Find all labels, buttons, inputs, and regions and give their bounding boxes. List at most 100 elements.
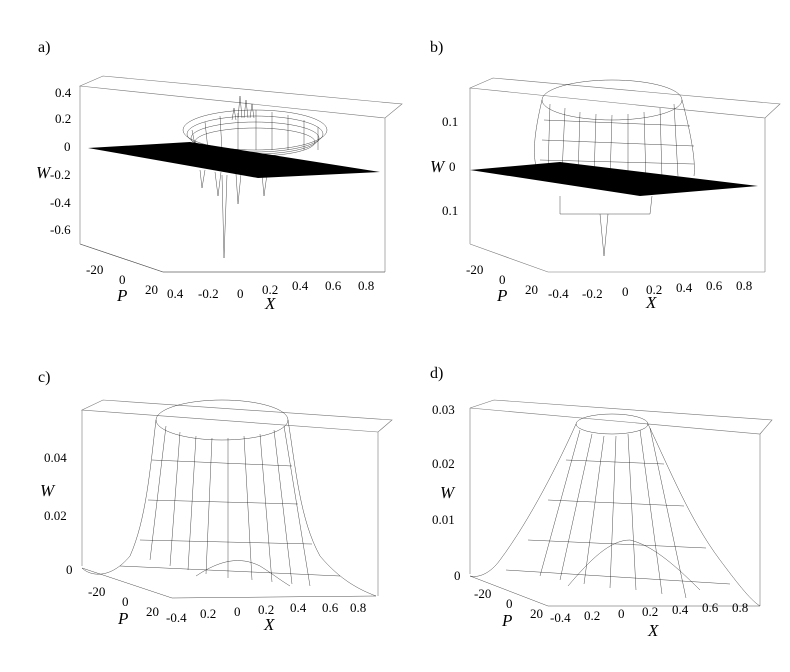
panel-c-zlabel: W [40, 481, 56, 500]
panel-d-box [469, 399, 773, 606]
panel-b: b) W 0.1 0 0.1 -20 0 20 P -0.4 -0.2 0 0.… [430, 39, 781, 312]
panel-d-zticks: 0.03 0.02 0.01 0 [432, 402, 461, 583]
panel-b-surface [534, 79, 695, 257]
panel-a: a) W 0.4 0.2 0 -0.2 -0.4 -0.6 -20 [36, 39, 403, 313]
panel-a-xtick-2: 0 [237, 286, 244, 301]
panel-c-box [80, 399, 393, 596]
panel-d-xtick-2: 0 [618, 606, 625, 621]
panel-b-ptick-0: -20 [466, 262, 483, 277]
panel-c-ptick-2: 20 [146, 604, 159, 619]
panel-a-axes [79, 243, 385, 273]
panel-b-xtick-4: 0.4 [676, 280, 693, 295]
panel-a-ztick-2: 0 [64, 139, 71, 154]
panel-a-xticks: 0.4 -0.2 0 0.2 0.4 0.6 0.8 [167, 278, 374, 301]
panel-a-ylabel: P [116, 286, 127, 305]
panel-c-ztick-2: 0 [66, 562, 73, 577]
panel-d: d) W 0.03 0.02 0.01 0 -20 0 20 P -0.4 0.… [430, 365, 773, 640]
panel-a-ztick-1: 0.2 [55, 111, 71, 126]
panel-a-xtick-4: 0.4 [292, 278, 309, 293]
panel-b-zticks: 0.1 0 0.1 [442, 114, 458, 218]
panel-a-ptick-2: 20 [145, 282, 158, 297]
panel-c-xticks: -0.4 0.2 0 0.2 0.4 0.6 0.8 [166, 600, 366, 625]
panel-d-ylabel: P [501, 611, 512, 630]
panel-a-surface [182, 95, 328, 259]
panel-c-ptick-1: 0 [122, 594, 129, 609]
panel-a-ztick-4: -0.4 [50, 195, 71, 210]
panel-b-xtick-3: 0.2 [646, 282, 662, 297]
panel-b-ptick-1: 0 [499, 272, 506, 287]
panel-b-zlabel: W [430, 157, 446, 176]
panel-b-xticks: -0.4 -0.2 0 0.2 0.4 0.6 0.8 [548, 278, 752, 301]
panel-a-xlabel: X [264, 294, 276, 313]
panel-b-xlabel: X [645, 293, 657, 312]
panel-label-c: c) [38, 369, 50, 386]
panel-b-xtick-5: 0.6 [706, 278, 723, 293]
panel-label-b: b) [430, 39, 443, 56]
panel-c: c) W 0.04 0.02 0 -20 0 20 P -0.4 0.2 0 0… [38, 369, 393, 634]
panel-d-xtick-6: 0.8 [732, 600, 748, 615]
panel-c-zticks: 0.04 0.02 0 [44, 450, 73, 577]
panel-a-plane [88, 142, 380, 178]
panel-a-ztick-3: -0.2 [50, 167, 71, 182]
panel-b-ztick-0: 0.1 [442, 114, 458, 129]
panel-b-plane [470, 162, 758, 196]
panel-d-xlabel: X [647, 621, 659, 640]
panel-label-d: d) [430, 365, 443, 382]
panel-c-xtick-6: 0.8 [350, 600, 366, 615]
panel-c-ztick-0: 0.04 [44, 450, 67, 465]
panel-d-xtick-3: 0.2 [642, 604, 658, 619]
panel-d-xtick-5: 0.6 [702, 600, 719, 615]
panel-d-xtick-0: -0.4 [550, 610, 571, 625]
panel-a-ztick-5: -0.6 [50, 222, 71, 237]
panel-c-xtick-2: 0 [234, 604, 241, 619]
panel-c-pticks: -20 0 20 [88, 584, 159, 619]
panel-a-xtick-6: 0.8 [358, 278, 374, 293]
panel-b-box [468, 77, 781, 273]
panel-a-xtick-5: 0.6 [325, 278, 342, 293]
panel-d-ptick-1: 0 [506, 596, 513, 611]
panel-d-xticks: -0.4 0.2 0 0.2 0.4 0.6 0.8 [550, 600, 748, 625]
panel-d-xtick-1: 0.2 [584, 608, 600, 623]
panel-a-pticks: -20 0 20 [86, 262, 158, 297]
panel-d-ztick-2: 0.01 [432, 512, 455, 527]
panel-c-xtick-1: 0.2 [200, 606, 216, 621]
panel-c-xtick-5: 0.6 [322, 600, 339, 615]
panel-label-a: a) [38, 39, 50, 56]
panel-c-ztick-1: 0.02 [44, 508, 67, 523]
panel-d-ztick-1: 0.02 [432, 456, 455, 471]
panel-d-surface [469, 413, 761, 607]
panel-b-xtick-6: 0.8 [736, 278, 752, 293]
panel-a-box [78, 75, 403, 273]
panel-c-xtick-0: -0.4 [166, 610, 187, 625]
panel-a-zlabel: W [36, 163, 52, 182]
panel-d-xtick-4: 0.4 [672, 602, 689, 617]
panel-d-ptick-2: 20 [530, 606, 543, 621]
panel-d-zlabel: W [440, 483, 456, 502]
panel-b-ptick-2: 20 [525, 282, 538, 297]
panel-a-ztick-0: 0.4 [55, 85, 72, 100]
panel-d-ztick-0: 0.03 [432, 402, 455, 417]
panel-c-xtick-3: 0.2 [258, 602, 274, 617]
panel-a-ptick-0: -20 [86, 262, 103, 277]
panel-b-pticks: -20 0 20 [466, 262, 538, 297]
panel-c-ylabel: P [117, 609, 128, 628]
panel-b-xtick-2: 0 [622, 284, 629, 299]
panel-a-xtick-3: 0.2 [262, 282, 278, 297]
panel-c-surface [81, 399, 377, 599]
panel-b-ztick-1: 0 [449, 159, 456, 174]
panel-a-xtick-0: 0.4 [167, 286, 184, 301]
panel-c-xlabel: X [263, 615, 275, 634]
panel-c-xtick-4: 0.4 [290, 600, 307, 615]
panel-b-ztick-2: 0.1 [442, 203, 458, 218]
panel-b-xtick-1: -0.2 [582, 286, 603, 301]
panel-b-ylabel: P [496, 286, 507, 305]
panel-b-xtick-0: -0.4 [548, 286, 569, 301]
panel-d-ptick-0: -20 [474, 586, 491, 601]
panel-c-ptick-0: -20 [88, 584, 105, 599]
panel-a-xtick-1: -0.2 [198, 286, 219, 301]
panel-a-zticks: 0.4 0.2 0 -0.2 -0.4 -0.6 [50, 85, 72, 237]
panel-d-pticks: -20 0 20 [474, 586, 543, 621]
panel-a-ptick-1: 0 [119, 272, 126, 287]
panel-d-ztick-3: 0 [454, 568, 461, 583]
